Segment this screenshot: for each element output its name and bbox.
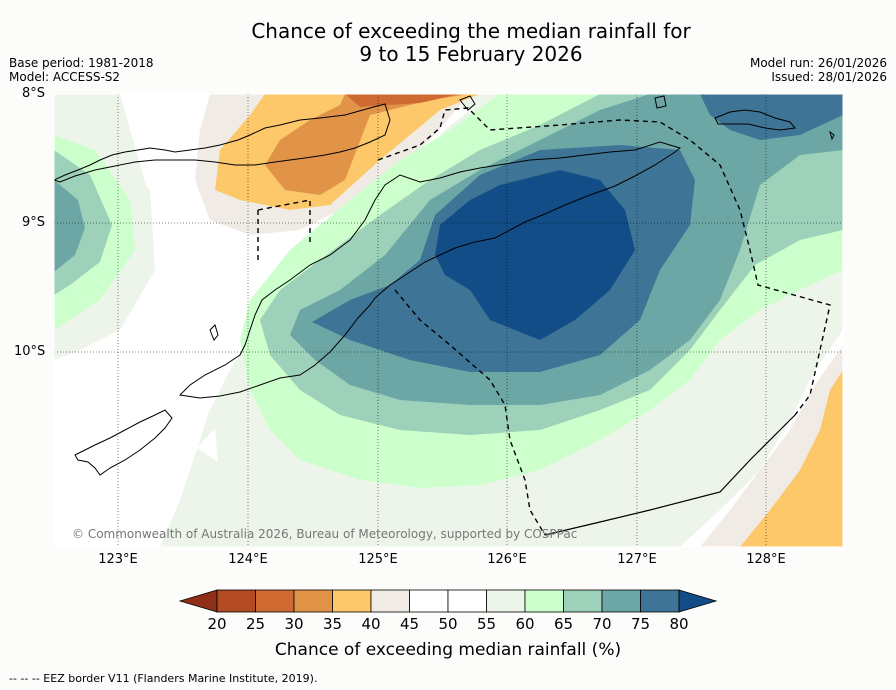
- coast-islet-a: [654, 95, 667, 109]
- lat-label-10s: 10°S: [14, 344, 46, 359]
- meta-left: Base period: 1981-2018 Model: ACCESS-S2: [9, 56, 154, 84]
- cb-tick-65: 65: [553, 615, 574, 633]
- cb-tick-25: 25: [245, 615, 266, 633]
- cb-gt80: [678, 589, 718, 613]
- coastlines: [54, 95, 835, 476]
- copyright-notice: © Commonwealth of Australia 2026, Bureau…: [72, 527, 578, 541]
- coast-savu: [209, 324, 219, 341]
- band-25-30-north: [345, 94, 460, 107]
- band-70-75-west: [54, 180, 85, 272]
- lon-label-127e: 127°E: [617, 552, 657, 567]
- cb-tick-50: 50: [438, 615, 458, 633]
- lon-label-123e: 123°E: [98, 552, 138, 567]
- graticule: [54, 94, 843, 547]
- eez-border-note: -- -- -- EEZ border V11 (Flanders Marine…: [9, 672, 318, 685]
- cb-tick-45: 45: [399, 615, 420, 633]
- coast-flores: [54, 103, 391, 183]
- band-35-40-southeast: [740, 370, 843, 547]
- lat-label-9s: 9°S: [22, 215, 46, 230]
- cb-tick-55: 55: [476, 615, 497, 633]
- title-line-1: Chance of exceeding the median rainfall …: [251, 19, 691, 43]
- coast-timor: [178, 141, 682, 399]
- model-name: Model: ACCESS-S2: [9, 70, 121, 84]
- coast-islet-b: [829, 130, 835, 141]
- rainfall-contours: [54, 94, 843, 547]
- coast-wetar: [714, 109, 796, 131]
- cb-b45: [409, 589, 449, 613]
- cb-b55: [486, 589, 526, 613]
- coast-sumba: [74, 409, 173, 476]
- lat-label-8s: 8°S: [22, 86, 46, 101]
- base-period: Base period: 1981-2018: [9, 56, 154, 70]
- cb-tick-60: 60: [515, 615, 535, 633]
- cb-b20: [216, 589, 256, 613]
- cb-tick-35: 35: [322, 615, 343, 633]
- cb-tick-30: 30: [284, 615, 304, 633]
- eez-solid-segment: [544, 414, 796, 536]
- band-50-55-small: [197, 428, 218, 462]
- lon-label-128e: 128°E: [746, 552, 786, 567]
- colorbar-label: Chance of exceeding median rainfall (%): [274, 640, 622, 660]
- lon-label-126e: 126°E: [487, 552, 527, 567]
- cb-tick-40: 40: [361, 615, 381, 633]
- map-frame: [53, 93, 844, 548]
- title-line-2: 9 to 15 February 2026: [359, 42, 583, 66]
- cb-b30: [293, 589, 333, 613]
- cb-b50: [447, 589, 487, 613]
- cb-b65: [563, 589, 603, 613]
- band-gt80: [435, 170, 635, 340]
- lon-label-125e: 125°E: [358, 552, 398, 567]
- band-30-35-north: [265, 94, 470, 195]
- cb-tick-20: 20: [207, 615, 227, 633]
- map-title: Chance of exceeding the median rainfall …: [0, 20, 896, 66]
- colorbar: [178, 589, 718, 613]
- cb-b25: [255, 589, 295, 613]
- coast-alor: [459, 95, 476, 111]
- lon-label-124e: 124°E: [228, 552, 268, 567]
- cb-b35: [332, 589, 372, 613]
- eez-north: [257, 107, 831, 416]
- cb-b60: [524, 589, 564, 613]
- meta-right: Model run: 26/01/2026 Issued: 28/01/2026: [750, 56, 887, 84]
- eez-border: [257, 107, 831, 536]
- cb-tick-75: 75: [630, 615, 651, 633]
- model-run: Model run: 26/01/2026: [749, 56, 887, 70]
- cb-b75: [640, 589, 680, 613]
- cb-tick-70: 70: [592, 615, 612, 633]
- cb-b70: [601, 589, 641, 613]
- cb-b40: [370, 589, 410, 613]
- cb-tick-80: 80: [669, 615, 689, 633]
- issued-date: Issued: 28/01/2026: [771, 70, 887, 84]
- cb-lt20: [178, 589, 218, 613]
